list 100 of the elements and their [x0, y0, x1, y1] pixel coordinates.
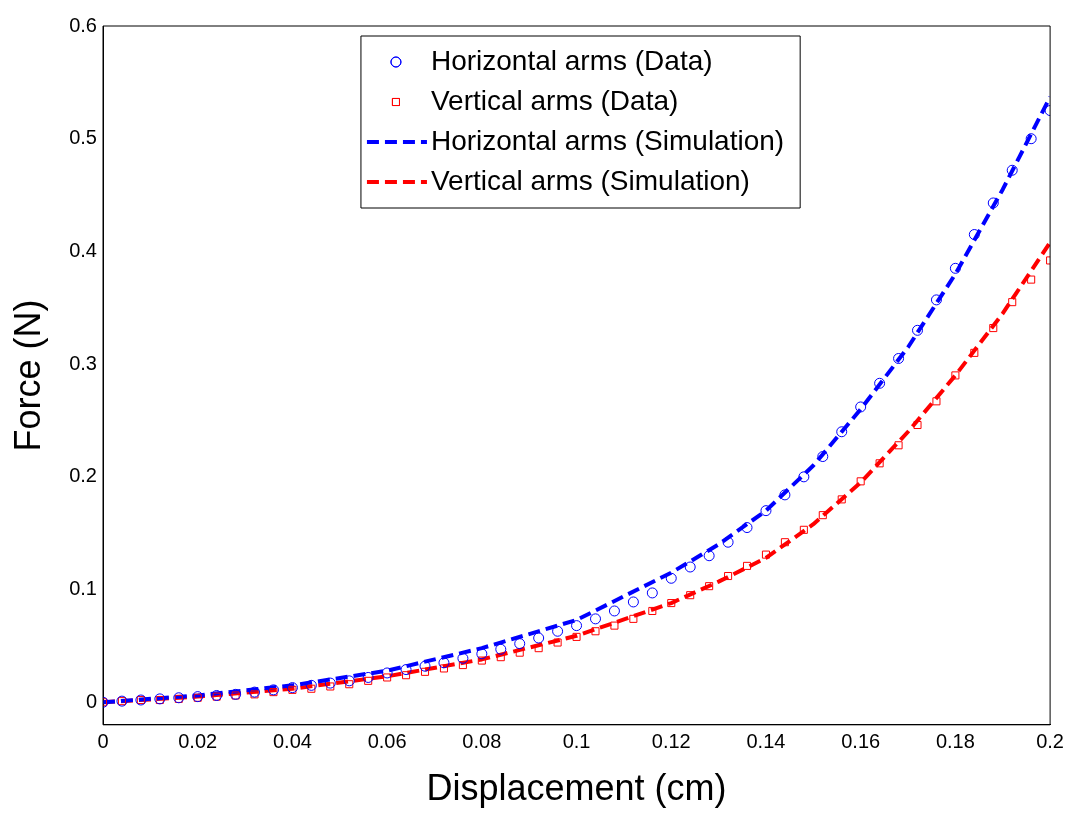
point [951, 371, 960, 380]
point [496, 653, 505, 662]
point [646, 587, 658, 599]
point [419, 660, 431, 672]
point [362, 671, 374, 683]
point [686, 591, 695, 600]
point [724, 571, 733, 581]
x-tick-label: 0.16 [841, 730, 881, 753]
y-tick-label: 0.1 [69, 577, 97, 600]
x-tick-label: 0.2 [1036, 730, 1064, 753]
point [591, 627, 600, 636]
point [875, 459, 884, 468]
point [383, 673, 392, 682]
x-tick-label: 0.08 [462, 730, 502, 753]
point [402, 671, 411, 680]
x-axis-title: Displacement (cm) [426, 767, 727, 809]
point [572, 632, 581, 641]
point [779, 489, 791, 501]
point [818, 511, 827, 520]
point [1006, 164, 1018, 176]
x-tick-label: 0.04 [272, 730, 312, 753]
y-tick-label: 0 [85, 689, 97, 712]
point [1027, 275, 1036, 284]
point [553, 638, 562, 647]
point [400, 664, 412, 676]
point [267, 684, 279, 696]
point [703, 550, 715, 562]
point [987, 197, 999, 209]
point [439, 664, 448, 673]
point [855, 401, 867, 413]
point [741, 522, 753, 534]
point [932, 397, 941, 406]
point [1025, 133, 1037, 145]
point [534, 644, 543, 653]
point [930, 294, 942, 306]
point [705, 582, 714, 591]
y-tick-label: 0.6 [69, 13, 97, 36]
point [552, 625, 564, 637]
x-tick-label: 0.12 [651, 730, 691, 753]
point [477, 656, 486, 665]
point [970, 348, 979, 357]
x-tick-label: 0.06 [367, 730, 407, 753]
point [913, 420, 922, 430]
point [495, 643, 507, 655]
point [610, 621, 619, 630]
point [514, 638, 526, 650]
point [761, 550, 771, 559]
point [533, 632, 545, 644]
point [684, 561, 696, 573]
point [894, 441, 903, 450]
point [912, 324, 924, 336]
point [249, 686, 261, 698]
point [438, 657, 450, 669]
point [324, 677, 336, 689]
point [836, 426, 848, 438]
point [629, 614, 638, 623]
point [458, 661, 467, 670]
point [608, 605, 620, 617]
y-tick-label: 0.4 [69, 238, 97, 261]
point [343, 675, 355, 687]
point [648, 606, 657, 615]
point [665, 572, 677, 584]
point [798, 471, 810, 483]
point [476, 648, 488, 660]
point [856, 477, 865, 486]
point [326, 682, 335, 691]
point [989, 324, 998, 333]
y-tick-label: 0.3 [69, 351, 97, 374]
y-axis-title: Force (N) [6, 299, 48, 452]
legend-label: Horizontal arms (Data) [430, 44, 713, 76]
point [874, 377, 886, 389]
legend-label: Vertical arms (Data) [430, 84, 679, 116]
x-tick-label: 0.1 [562, 730, 591, 753]
point [305, 679, 317, 691]
point [799, 525, 808, 534]
point [742, 561, 752, 570]
legend-label: Horizontal arms (Simulation) [430, 124, 785, 156]
point [627, 596, 639, 608]
point [571, 620, 583, 632]
point [722, 536, 734, 548]
point [949, 262, 961, 274]
y-tick-label: 0.2 [69, 464, 97, 487]
point [837, 495, 846, 504]
point [250, 690, 259, 699]
point [364, 676, 373, 685]
point [760, 505, 772, 517]
y-tick-label: 0.5 [69, 126, 97, 149]
point [307, 684, 316, 693]
x-tick-label: 0.14 [746, 730, 786, 753]
point [968, 229, 980, 241]
point [345, 680, 354, 689]
point [1008, 298, 1017, 307]
point [893, 352, 905, 364]
point [817, 451, 829, 463]
point [269, 688, 278, 697]
point [420, 667, 430, 676]
point [381, 667, 393, 679]
legend-label: Vertical arms (Simulation) [430, 164, 750, 196]
point [780, 538, 789, 547]
point [515, 648, 524, 657]
